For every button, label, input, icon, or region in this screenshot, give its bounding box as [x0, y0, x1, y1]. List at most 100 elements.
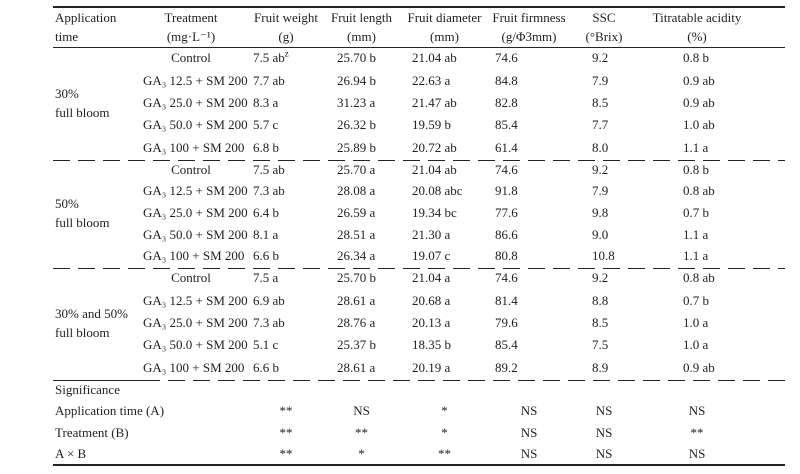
cell-value: 0.8 b [683, 50, 709, 66]
application-time-line: full bloom [55, 104, 110, 120]
fruit-firmness-cell: 86.6 [487, 224, 571, 246]
data-table: Application time Treatment (mg·L⁻¹) Frui… [53, 6, 785, 465]
cell-value: 25.89 b [337, 139, 376, 155]
cell-value: 74.6 [495, 161, 518, 177]
ssc-cell: 7.9 [571, 69, 637, 91]
treatment-label: GA₃ 25.0 + SM 200 [143, 204, 248, 220]
cell-value: 0.7 b [683, 292, 709, 308]
header-line: time [55, 28, 79, 44]
application-time-cell: 30% full bloom [53, 47, 143, 159]
treatment-cell: GA₃ 25.0 + SM 200 [143, 92, 251, 114]
results-table: Application time Treatment (mg·L⁻¹) Frui… [53, 6, 785, 466]
column-header-fruit-length: Fruit length (mm) [321, 6, 402, 47]
cell-value: 6.8 b [253, 139, 279, 155]
cell-value: 22.63 a [412, 72, 451, 88]
cell-value: 20.08 abc [412, 183, 463, 199]
header-line: Titratable acidity [652, 9, 742, 25]
treatment-cell: GA₃ 25.0 + SM 200 [143, 202, 251, 224]
cell-value: 7.7 ab [253, 72, 285, 88]
cell-value: 28.61 a [337, 359, 376, 375]
fruit-diameter-cell: 21.04 ab [402, 47, 487, 69]
treatment-cell: GA₃ 12.5 + SM 200 [143, 69, 251, 91]
cell-value: 21.04 a [412, 270, 451, 286]
treatment-cell: GA₃ 25.0 + SM 200 [143, 312, 251, 334]
fruit-length-cell: 28.76 a [321, 312, 402, 334]
cell-value: 0.8 ab [683, 270, 715, 286]
titratable-acidity-cell: 0.8 b [637, 159, 785, 181]
fruit-weight-cell: 6.6 b [251, 245, 321, 267]
fruit-firmness-cell: 89.2 [487, 356, 571, 378]
fruit-firmness-cell: 81.4 [487, 289, 571, 311]
cell-value: 9.2 [592, 161, 609, 177]
fruit-diameter-cell: 20.72 ab [402, 137, 487, 159]
significance-value: * [441, 424, 448, 440]
fruit-firmness-cell: 74.6 [487, 267, 571, 289]
column-header-fruit-diameter: Fruit diameter (mm) [402, 6, 487, 47]
treatment-cell: Control [143, 159, 251, 181]
titratable-acidity-cell: 1.1 a [637, 245, 785, 267]
header-line: (g) [278, 28, 294, 44]
significance-value: * [358, 446, 365, 462]
cell-value: 86.6 [495, 226, 518, 242]
cell-value: 8.8 [592, 292, 609, 308]
treatment-label: GA₃ 12.5 + SM 200 [143, 183, 248, 199]
significance-value: NS [520, 424, 538, 440]
column-header-fruit-firmness: Fruit firmness (g/Φ3mm) [487, 6, 571, 47]
significance-value: NS [353, 403, 370, 419]
cell-value: 21.47 ab [412, 94, 457, 110]
significance-rule [53, 380, 785, 381]
ssc-cell: 10.8 [571, 245, 637, 267]
titratable-acidity-cell: 1.0 a [637, 334, 785, 356]
fruit-diameter-cell: 21.30 a [402, 224, 487, 246]
fruit-diameter-cell: 20.08 abc [402, 181, 487, 203]
fruit-weight-cell: 7.5 abz [251, 47, 321, 69]
fruit-diameter-cell: 18.35 b [402, 334, 487, 356]
fruit-weight-cell: 8.3 a [251, 92, 321, 114]
table-row: GA₃ 100 + SM 200 6.6 b 26.34 a 19.07 c 80.8 1… [53, 245, 785, 267]
fruit-length-cell: 25.70 a [321, 159, 402, 181]
cell-value: 91.8 [495, 183, 518, 199]
cell-value: 26.94 b [337, 72, 376, 88]
cell-value: 80.8 [495, 248, 518, 264]
fruit-weight-cell: 6.8 b [251, 137, 321, 159]
cell-value: 25.70 b [337, 270, 376, 286]
column-header-fruit-weight: Fruit weight (g) [251, 6, 321, 47]
treatment-label: Control [171, 161, 211, 177]
fruit-diameter-cell: 22.63 a [402, 69, 487, 91]
fruit-firmness-cell: 79.6 [487, 312, 571, 334]
cell-value: 8.1 a [253, 226, 279, 242]
ssc-cell: 8.0 [571, 137, 637, 159]
fruit-length-cell: 25.37 b [321, 334, 402, 356]
fruit-weight-cell: 7.3 ab [251, 181, 321, 203]
fruit-length-cell: 26.34 a [321, 245, 402, 267]
fruit-diameter-cell: 19.59 b [402, 114, 487, 136]
cell-value: 7.3 ab [253, 183, 285, 199]
fruit-length-cell: 26.32 b [321, 114, 402, 136]
ssc-cell: 8.8 [571, 289, 637, 311]
cell-value: 21.30 a [412, 226, 451, 242]
table-row: GA₃ 12.5 + SM 200 6.9 ab 28.61 a 20.68 a 81.… [53, 289, 785, 311]
cell-value: 74.6 [495, 50, 518, 66]
cell-value: 28.61 a [337, 292, 376, 308]
column-header-titratable-acidity: Titratable acidity (%) [637, 6, 785, 47]
treatment-cell: GA₃ 100 + SM 200 [143, 137, 251, 159]
application-time-cell: 50% full bloom [53, 159, 143, 267]
cell-value: 0.7 b [683, 204, 709, 220]
fruit-weight-cell: 5.1 c [251, 334, 321, 356]
fruit-length-cell: 28.61 a [321, 356, 402, 378]
significance-value: ** [690, 424, 704, 440]
significance-value: * [441, 403, 448, 419]
cell-value: 0.8 b [683, 161, 709, 177]
treatment-label: GA₃ 100 + SM 200 [143, 248, 245, 264]
cell-value: 19.34 bc [412, 204, 457, 220]
fruit-length-cell: 25.70 b [321, 267, 402, 289]
header-line: Fruit weight [254, 9, 318, 25]
block-separator-1 [53, 160, 785, 161]
fruit-length-cell: 26.94 b [321, 69, 402, 91]
header-row: Application time Treatment (mg·L⁻¹) Frui… [53, 6, 785, 47]
cell-value: 19.59 b [412, 117, 451, 133]
cell-value: 0.9 ab [683, 72, 715, 88]
cell-value: 74.6 [495, 270, 518, 286]
titratable-acidity-cell: 1.1 a [637, 224, 785, 246]
significance-value: NS [520, 403, 538, 419]
